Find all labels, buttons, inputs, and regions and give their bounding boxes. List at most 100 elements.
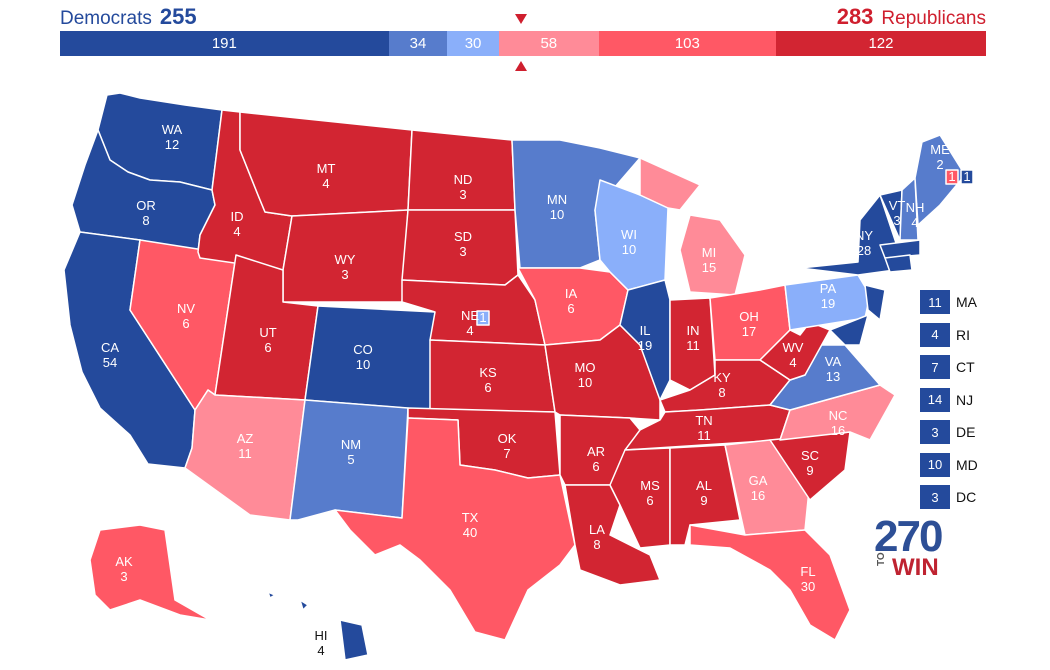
state-label-nh: NH <box>906 200 925 215</box>
state-votes-wi: 10 <box>622 242 636 257</box>
state-md[interactable] <box>829 314 869 346</box>
democrats-total: 255 <box>159 4 197 29</box>
state-label-wa: WA <box>162 122 183 137</box>
state-wv[interactable] <box>759 321 831 381</box>
small-state-votes: 4 <box>920 322 950 347</box>
ne-district-box[interactable] <box>476 310 490 326</box>
state-il[interactable] <box>619 279 671 401</box>
logo-win: WIN <box>892 554 939 581</box>
small-state-votes: 7 <box>920 355 950 379</box>
tally-segment-likely-dem: 34 <box>388 31 448 56</box>
state-label-mt: MT <box>317 161 336 176</box>
small-state-abbr: RI <box>956 326 970 343</box>
state-label-vt: VT <box>889 198 906 213</box>
state-votes-mt: 4 <box>322 176 329 191</box>
state-votes-ok: 7 <box>503 446 510 461</box>
state-fl[interactable] <box>689 524 851 641</box>
state-votes-az: 11 <box>238 446 252 461</box>
republicans-summary: 283 Republicans <box>837 4 986 30</box>
small-state-abbr: CT <box>956 359 975 375</box>
state-ma[interactable] <box>879 239 921 259</box>
state-votes-ak: 3 <box>120 569 127 584</box>
state-label-wy: WY <box>335 252 356 267</box>
majority-marker-top-icon <box>515 14 527 24</box>
small-state-abbr: MA <box>956 294 977 310</box>
state-votes-sc: 9 <box>806 463 813 478</box>
state-votes-fl: 30 <box>801 579 815 594</box>
state-votes-mn: 10 <box>550 207 564 222</box>
state-label-tx: TX <box>462 510 479 525</box>
state-votes-la: 8 <box>593 537 600 552</box>
state-label-az: AZ <box>237 431 254 446</box>
me-district-1-box[interactable] <box>945 169 959 185</box>
state-label-ca: CA <box>101 340 119 355</box>
state-votes-ar: 6 <box>592 459 599 474</box>
republicans-label: Republicans <box>881 8 986 29</box>
state-hi[interactable] <box>267 591 369 661</box>
state-label-il: IL <box>640 323 651 338</box>
ne-district-votes: 1 <box>479 310 486 325</box>
state-label-ky: KY <box>713 370 731 385</box>
state-label-hi: HI <box>315 628 328 643</box>
state-label-ar: AR <box>587 444 605 459</box>
state-votes-mo: 10 <box>578 375 592 390</box>
state-votes-nh: 4 <box>911 215 918 230</box>
state-votes-nm: 5 <box>347 452 354 467</box>
state-label-mi: MI <box>702 245 716 260</box>
state-votes-ny: 28 <box>857 243 871 258</box>
state-tx[interactable] <box>334 417 576 641</box>
state-votes-sd: 3 <box>459 244 466 259</box>
state-label-pa: PA <box>820 281 837 296</box>
majority-marker-bottom-icon <box>515 61 527 71</box>
state-label-va: VA <box>825 354 842 369</box>
state-votes-ks: 6 <box>484 380 491 395</box>
state-ct[interactable] <box>884 254 913 273</box>
state-nj[interactable] <box>864 284 886 321</box>
state-votes-ms: 6 <box>646 493 653 508</box>
small-state-de[interactable]: 3 DE <box>920 420 975 444</box>
state-label-nc: NC <box>829 408 848 423</box>
state-label-al: AL <box>696 478 712 493</box>
tally-segment-safe-dem: 191 <box>60 31 389 56</box>
small-state-abbr: DE <box>956 424 976 440</box>
state-ny[interactable] <box>799 194 901 276</box>
democrats-label: Democrats <box>60 8 152 29</box>
small-state-dc[interactable]: 3 DC <box>920 485 976 509</box>
state-label-mn: MN <box>547 192 567 207</box>
state-votes-ne: 4 <box>466 323 473 338</box>
small-state-nj[interactable]: 14 NJ <box>920 387 974 412</box>
small-state-abbr: NJ <box>956 391 974 408</box>
state-label-wi: WI <box>621 227 637 242</box>
state-label-nd: ND <box>454 172 473 187</box>
state-label-wv: WV <box>783 340 804 355</box>
small-state-md[interactable]: 10 MD <box>920 452 978 477</box>
me-district-2-box[interactable] <box>960 169 974 185</box>
tally-segment-lean-rep: 58 <box>498 31 599 56</box>
state-label-la: LA <box>589 522 605 537</box>
small-state-votes: 14 <box>920 387 950 412</box>
state-label-ks: KS <box>479 365 497 380</box>
state-mo[interactable] <box>544 324 661 421</box>
270towin-logo: 270 TO WIN <box>872 512 952 584</box>
small-state-ri[interactable]: 4 RI <box>920 322 970 347</box>
state-votes-al: 9 <box>700 493 707 508</box>
state-label-ga: GA <box>749 473 768 488</box>
state-ms[interactable] <box>609 447 671 549</box>
state-votes-nv: 6 <box>182 316 189 331</box>
state-ak[interactable] <box>89 524 211 621</box>
state-votes-ia: 6 <box>567 301 574 316</box>
state-votes-tn: 11 <box>697 428 711 443</box>
small-state-ma[interactable]: 11 MA <box>920 290 977 314</box>
state-label-sd: SD <box>454 229 472 244</box>
state-votes-me: 2 <box>936 157 943 172</box>
state-votes-ut: 6 <box>264 340 271 355</box>
state-votes-wv: 4 <box>789 355 796 370</box>
state-label-sc: SC <box>801 448 819 463</box>
state-label-nm: NM <box>341 437 361 452</box>
logo-number: 270 <box>874 512 943 561</box>
state-votes-ca: 54 <box>103 355 117 370</box>
state-labels: WA12OR8CA54NV6ID4MT4WY3UT6AZ11CO10NM5ND3… <box>101 122 971 658</box>
state-label-tn: TN <box>695 413 712 428</box>
small-state-ct[interactable]: 7 CT <box>920 355 975 379</box>
state-wy[interactable] <box>282 209 409 303</box>
